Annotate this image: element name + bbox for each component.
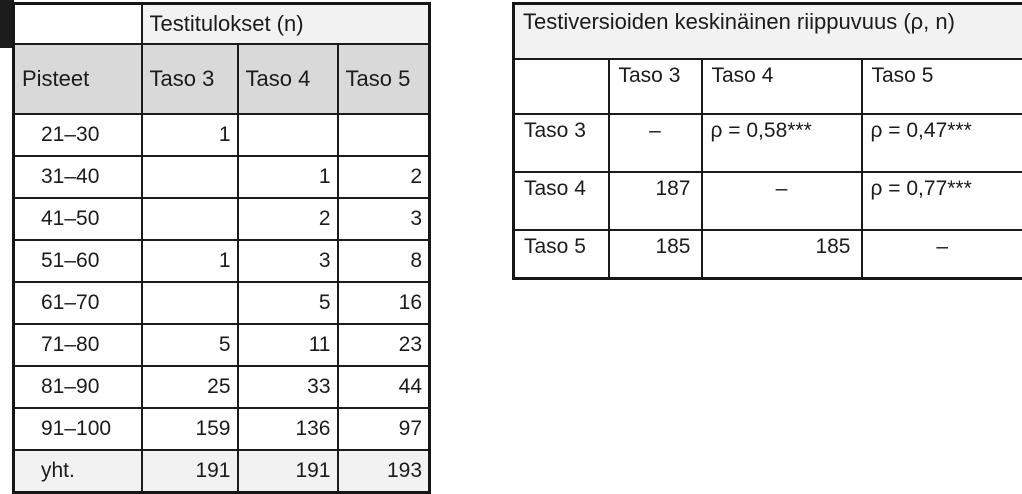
count-cell: 16 [338, 282, 430, 324]
total-count-cell: 191 [142, 450, 238, 493]
table-row: 91–100 159 136 97 [14, 408, 430, 450]
count-cell [142, 282, 238, 324]
score-range-cell: 21–30 [14, 114, 142, 156]
correlation-cell: ρ = 0,47*** [862, 114, 1022, 172]
count-cell: 3 [238, 240, 338, 282]
count-cell [142, 156, 238, 198]
table-row: Taso 3 – ρ = 0,58*** ρ = 0,47*** [514, 114, 1022, 172]
table-row: Taso 4 187 – ρ = 0,77*** [514, 172, 1022, 230]
correlation-cell: ρ = 0,58*** [702, 114, 862, 172]
diagonal-cell: – [862, 230, 1022, 279]
table-row: 21–30 1 [14, 114, 430, 156]
total-label-cell: yht. [14, 450, 142, 493]
count-cell [142, 198, 238, 240]
n-count-cell: 185 [609, 230, 702, 279]
total-count-cell: 193 [338, 450, 430, 493]
count-cell: 136 [238, 408, 338, 450]
score-range-cell: 71–80 [14, 324, 142, 366]
row-label-cell: Taso 3 [514, 114, 609, 172]
test-results-table: Testitulokset (n) Pisteet Taso 3 Taso 4 … [12, 2, 431, 494]
column-header-pisteet: Pisteet [14, 44, 142, 114]
count-cell: 5 [142, 324, 238, 366]
score-range-cell: 31–40 [14, 156, 142, 198]
score-range-cell: 51–60 [14, 240, 142, 282]
n-count-cell: 187 [609, 172, 702, 230]
column-header-taso3: Taso 3 [142, 44, 238, 114]
table-row: 51–60 1 3 8 [14, 240, 430, 282]
count-cell: 8 [338, 240, 430, 282]
count-cell: 2 [338, 156, 430, 198]
count-cell: 5 [238, 282, 338, 324]
column-header-taso4: Taso 4 [702, 59, 862, 114]
table-row: 71–80 5 11 23 [14, 324, 430, 366]
score-range-cell: 61–70 [14, 282, 142, 324]
count-cell: 1 [238, 156, 338, 198]
right-table-title-row: Testiversioiden keskinäinen riippuvuus (… [514, 4, 1022, 59]
table-row: 61–70 5 16 [14, 282, 430, 324]
count-cell: 2 [238, 198, 338, 240]
count-cell: 97 [338, 408, 430, 450]
row-label-cell: Taso 4 [514, 172, 609, 230]
left-table-title: Testitulokset (n) [142, 4, 430, 44]
score-range-cell: 91–100 [14, 408, 142, 450]
table-row: 31–40 1 2 [14, 156, 430, 198]
column-header-taso5: Taso 5 [862, 59, 1022, 114]
count-cell: 1 [142, 240, 238, 282]
left-table-corner-cell [14, 4, 142, 44]
total-count-cell: 191 [238, 450, 338, 493]
table-row: Taso 5 185 185 – [514, 230, 1022, 279]
count-cell: 44 [338, 366, 430, 408]
count-cell [238, 114, 338, 156]
column-header-taso5: Taso 5 [338, 44, 430, 114]
count-cell: 1 [142, 114, 238, 156]
table-row: 41–50 2 3 [14, 198, 430, 240]
diagonal-cell: – [702, 172, 862, 230]
count-cell: 25 [142, 366, 238, 408]
row-label-cell: Taso 5 [514, 230, 609, 279]
table-row: 81–90 25 33 44 [14, 366, 430, 408]
correlation-cell: ρ = 0,77*** [862, 172, 1022, 230]
column-header-taso4: Taso 4 [238, 44, 338, 114]
count-cell: 3 [338, 198, 430, 240]
count-cell: 23 [338, 324, 430, 366]
left-table-header-row: Pisteet Taso 3 Taso 4 Taso 5 [14, 44, 430, 114]
count-cell: 33 [238, 366, 338, 408]
score-range-cell: 41–50 [14, 198, 142, 240]
column-header-taso3: Taso 3 [609, 59, 702, 114]
right-table-header-row: Taso 3 Taso 4 Taso 5 [514, 59, 1022, 114]
right-table-title: Testiversioiden keskinäinen riippuvuus (… [514, 4, 1022, 59]
count-cell: 11 [238, 324, 338, 366]
count-cell: 159 [142, 408, 238, 450]
right-table-corner-cell [514, 59, 609, 114]
left-table-title-row: Testitulokset (n) [14, 4, 430, 44]
count-cell [338, 114, 430, 156]
correlation-table: Testiversioiden keskinäinen riippuvuus (… [512, 2, 1022, 280]
score-range-cell: 81–90 [14, 366, 142, 408]
diagonal-cell: – [609, 114, 702, 172]
total-row: yht. 191 191 193 [14, 450, 430, 493]
n-count-cell: 185 [702, 230, 862, 279]
